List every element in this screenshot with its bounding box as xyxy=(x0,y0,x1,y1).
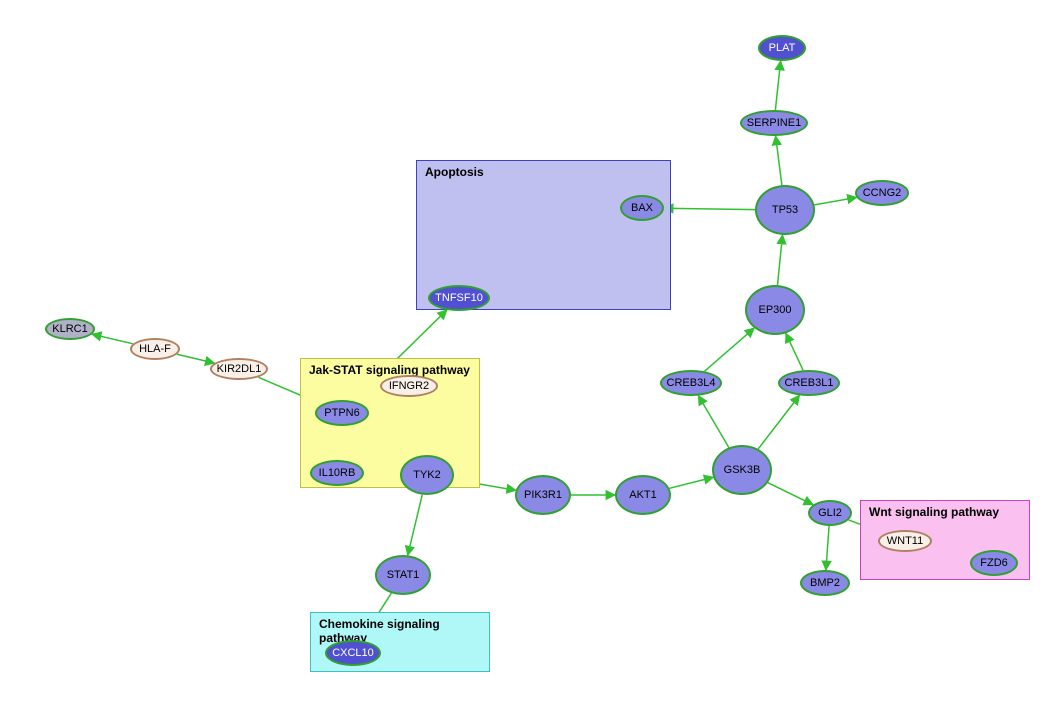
node-KIR2DL1[interactable]: KIR2DL1 xyxy=(210,358,268,380)
node-TP53[interactable]: TP53 xyxy=(755,185,815,235)
edge-TP53-SERPINE1 xyxy=(776,136,782,185)
edge-AKT1-GSK3B xyxy=(669,477,713,488)
edge-SERPINE1-PLAT xyxy=(775,61,780,110)
node-PLAT[interactable]: PLAT xyxy=(758,35,806,61)
node-PIK3R1[interactable]: PIK3R1 xyxy=(515,475,571,515)
edge-GLI2-BMP2 xyxy=(826,526,829,570)
node-SERPINE1[interactable]: SERPINE1 xyxy=(740,110,808,136)
node-CREB3L1[interactable]: CREB3L1 xyxy=(778,370,840,396)
node-CXCL10[interactable]: CXCL10 xyxy=(325,640,381,666)
edge-GSK3B-CREB3L4 xyxy=(698,396,728,448)
edge-TP53-BAX xyxy=(664,208,755,209)
edge-CREB3L1-EP300 xyxy=(786,333,803,370)
node-GLI2[interactable]: GLI2 xyxy=(808,500,852,526)
node-CREB3L4[interactable]: CREB3L4 xyxy=(660,370,722,396)
node-PTPN6[interactable]: PTPN6 xyxy=(315,400,369,426)
edge-EP300-TP53 xyxy=(777,235,782,285)
node-TNFSF10[interactable]: TNFSF10 xyxy=(428,285,490,311)
edge-GSK3B-CREB3L1 xyxy=(758,395,799,449)
edge-TYK2-STAT1 xyxy=(408,495,423,556)
edge-HLA-F-KIR2DL1 xyxy=(177,354,214,363)
node-BAX[interactable]: BAX xyxy=(620,195,664,221)
node-STAT1[interactable]: STAT1 xyxy=(375,555,431,595)
node-IL10RB[interactable]: IL10RB xyxy=(310,460,364,486)
node-HLA-F[interactable]: HLA-F xyxy=(130,338,180,360)
node-BMP2[interactable]: BMP2 xyxy=(800,570,850,596)
node-FZD6[interactable]: FZD6 xyxy=(970,550,1018,576)
group-label-apoptosis: Apoptosis xyxy=(425,165,484,179)
edge-TP53-CCNG2 xyxy=(814,197,856,204)
edge-CREB3L4-EP300 xyxy=(704,328,754,371)
group-label-jakstat: Jak-STAT signaling pathway xyxy=(309,363,470,377)
edge-GSK3B-GLI2 xyxy=(768,483,813,505)
node-EP300[interactable]: EP300 xyxy=(745,285,805,335)
node-KLRC1[interactable]: KLRC1 xyxy=(45,318,95,340)
node-TYK2[interactable]: TYK2 xyxy=(400,455,454,495)
node-AKT1[interactable]: AKT1 xyxy=(615,475,671,515)
node-IFNGR2[interactable]: IFNGR2 xyxy=(380,375,438,397)
group-label-wnt: Wnt signaling pathway xyxy=(869,505,999,519)
node-WNT11[interactable]: WNT11 xyxy=(878,530,932,552)
edge-HLA-F-KLRC1 xyxy=(92,334,133,344)
node-CCNG2[interactable]: CCNG2 xyxy=(855,180,909,206)
node-GSK3B[interactable]: GSK3B xyxy=(712,445,772,495)
